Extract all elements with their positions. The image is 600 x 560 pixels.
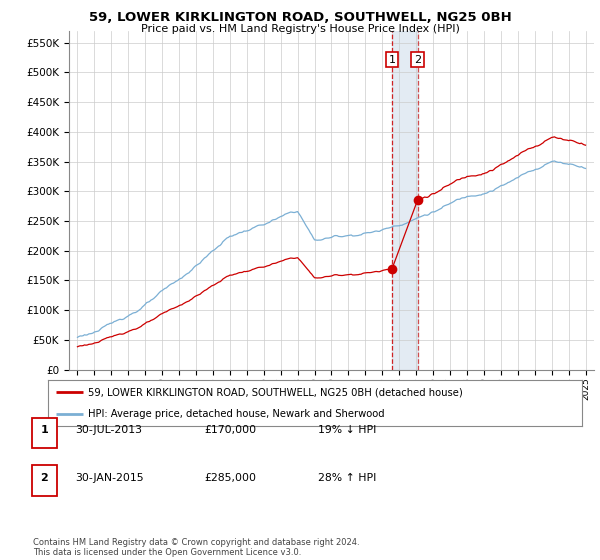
Text: 19% ↓ HPI: 19% ↓ HPI xyxy=(318,425,376,435)
Text: 59, LOWER KIRKLINGTON ROAD, SOUTHWELL, NG25 0BH (detached house): 59, LOWER KIRKLINGTON ROAD, SOUTHWELL, N… xyxy=(88,387,463,397)
Text: 30-JAN-2015: 30-JAN-2015 xyxy=(75,473,143,483)
Text: 2: 2 xyxy=(414,54,421,64)
Text: 59, LOWER KIRKLINGTON ROAD, SOUTHWELL, NG25 0BH: 59, LOWER KIRKLINGTON ROAD, SOUTHWELL, N… xyxy=(89,11,511,24)
Text: £170,000: £170,000 xyxy=(204,425,256,435)
Text: 1: 1 xyxy=(41,425,48,435)
Text: 1: 1 xyxy=(389,54,395,64)
Text: Contains HM Land Registry data © Crown copyright and database right 2024.
This d: Contains HM Land Registry data © Crown c… xyxy=(33,538,359,557)
Text: HPI: Average price, detached house, Newark and Sherwood: HPI: Average price, detached house, Newa… xyxy=(88,409,385,419)
Text: Price paid vs. HM Land Registry's House Price Index (HPI): Price paid vs. HM Land Registry's House … xyxy=(140,24,460,34)
Text: 2: 2 xyxy=(41,473,48,483)
Text: 28% ↑ HPI: 28% ↑ HPI xyxy=(318,473,376,483)
Bar xyxy=(392,31,418,370)
Text: 30-JUL-2013: 30-JUL-2013 xyxy=(75,425,142,435)
Text: £285,000: £285,000 xyxy=(204,473,256,483)
